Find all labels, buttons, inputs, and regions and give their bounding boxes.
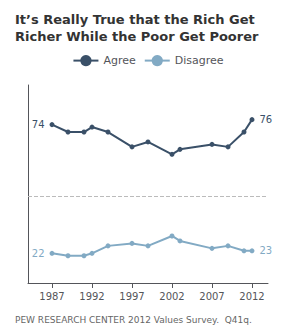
svg-text:Disagree: Disagree <box>175 54 224 67</box>
svg-text:2012: 2012 <box>239 291 264 302</box>
svg-text:23: 23 <box>260 245 273 256</box>
svg-text:76: 76 <box>260 114 273 125</box>
svg-text:22: 22 <box>32 248 45 259</box>
svg-text:1997: 1997 <box>119 291 144 302</box>
svg-text:1992: 1992 <box>79 291 104 302</box>
svg-text:2007: 2007 <box>199 291 224 302</box>
svg-text:Richer While the Poor Get Poor: Richer While the Poor Get Poorer <box>15 29 259 44</box>
svg-text:Agree: Agree <box>103 54 136 67</box>
svg-text:74: 74 <box>32 119 45 130</box>
svg-text:PEW RESEARCH CENTER 2012 Value: PEW RESEARCH CENTER 2012 Values Survey. … <box>15 315 252 325</box>
svg-text:It’s Really True that the Rich: It’s Really True that the Rich Get <box>15 12 255 27</box>
svg-text:1987: 1987 <box>39 291 64 302</box>
svg-text:2002: 2002 <box>159 291 184 302</box>
